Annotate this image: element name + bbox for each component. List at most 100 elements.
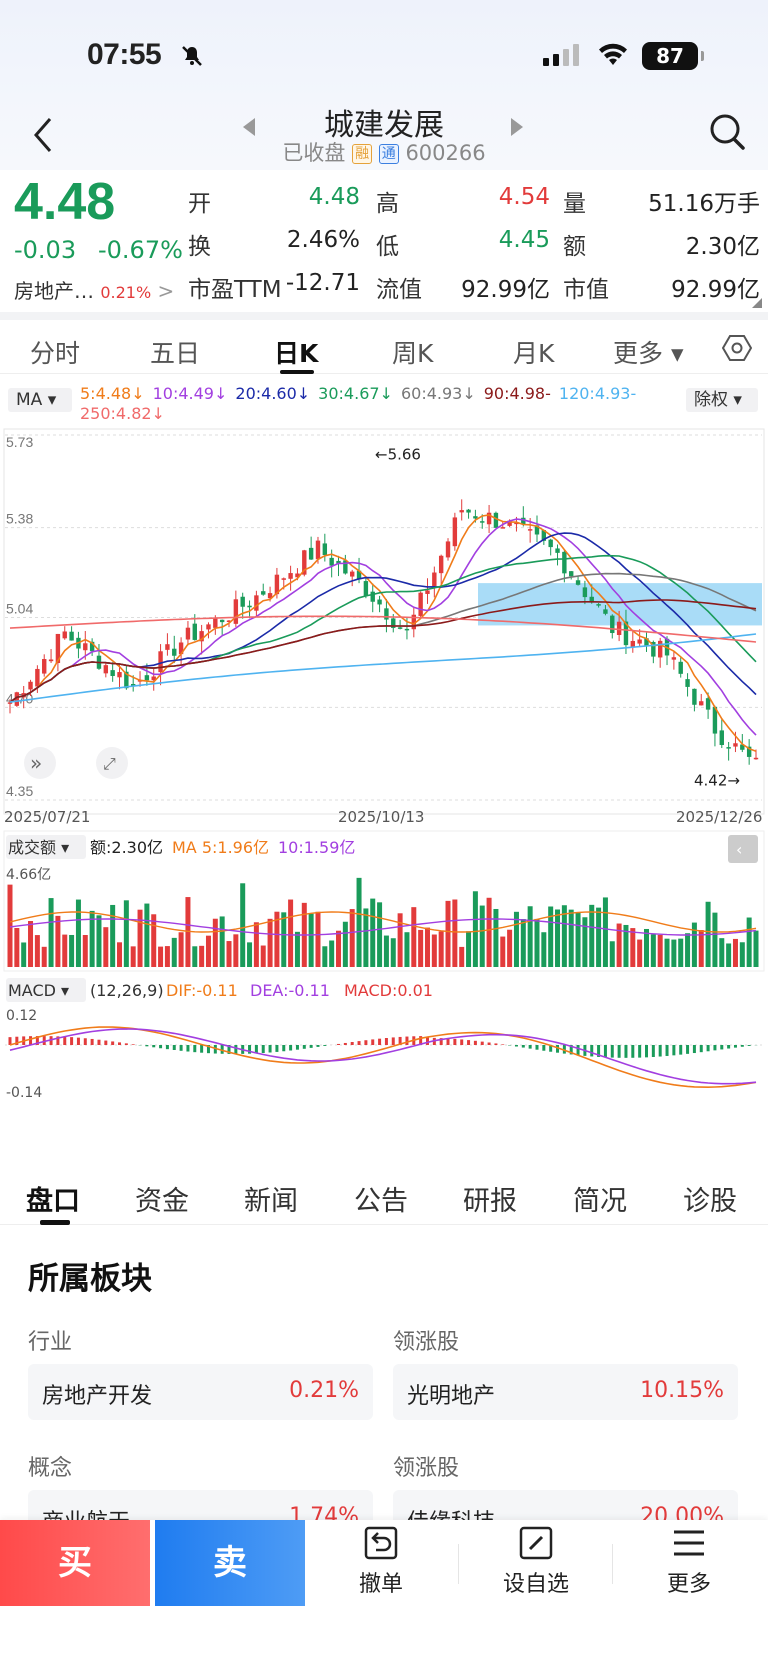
tab-more[interactable]: 更多 ▾ <box>613 339 684 368</box>
volume-bar <box>643 928 649 967</box>
expand-corner-icon[interactable] <box>752 298 762 308</box>
volume-bar <box>411 907 417 967</box>
volume-bar <box>171 937 177 967</box>
tab-research[interactable]: 研报 <box>463 1186 517 1217</box>
candle-body <box>425 590 430 594</box>
candle-body <box>562 551 567 574</box>
adjust-select[interactable]: 除权 ▾ <box>686 388 758 412</box>
volume-bar <box>151 914 157 967</box>
market-cap-label: 市值 <box>563 277 609 303</box>
candle-body <box>233 599 239 624</box>
volume-bar <box>616 923 622 967</box>
volume-bar <box>144 903 150 967</box>
float-cap-label: 流值 <box>376 277 422 303</box>
tab-profile[interactable]: 简况 <box>573 1186 627 1217</box>
candle-body <box>363 581 369 597</box>
tab-news[interactable]: 新闻 <box>244 1186 298 1217</box>
volume-bar <box>48 898 54 967</box>
settings-icon[interactable] <box>722 334 752 362</box>
volume-bar <box>678 938 684 967</box>
cancel-order-label: 撤单 <box>358 1572 403 1597</box>
industry-lead-name: 光明地产 <box>407 1384 496 1409</box>
volume-bar <box>691 922 697 967</box>
battery-indicator: 87 <box>642 42 704 70</box>
volume-bar <box>370 898 376 967</box>
prev-stock-arrow-icon[interactable] <box>243 118 255 136</box>
candle-body <box>110 670 115 677</box>
search-icon[interactable] <box>708 112 748 152</box>
volume-bar <box>609 941 615 967</box>
candle-body <box>178 642 184 655</box>
volume-bar <box>226 941 232 967</box>
volume-bar <box>240 883 246 967</box>
y-axis-label: 5.04 <box>6 601 33 617</box>
volume-bar <box>315 911 321 967</box>
volume-bar <box>137 909 143 967</box>
tab-monthly-k[interactable]: 月K <box>513 339 555 368</box>
amount-label: 额 <box>563 234 586 260</box>
volume-bar <box>507 929 513 967</box>
candle-body <box>124 671 129 689</box>
candle-body <box>445 541 451 558</box>
volume-bar <box>82 934 88 967</box>
sell-button[interactable]: 卖 <box>155 1520 305 1606</box>
candle-body <box>370 591 375 602</box>
candlestick-chart[interactable]: 5.735.385.044.704.35←5.664.42→» ⤢2025/07/… <box>0 425 768 1185</box>
candle-body <box>644 638 649 646</box>
tab-five-day[interactable]: 五日 <box>150 339 201 368</box>
buy-button[interactable]: 买 <box>0 1520 150 1606</box>
collapse-button <box>728 835 758 863</box>
volume-amount: 额:2.30亿 <box>90 838 163 857</box>
candle-body <box>144 675 150 681</box>
volume-bar <box>336 930 342 967</box>
candle-body <box>705 698 711 710</box>
industry-lead-card[interactable]: 光明地产 10.15% <box>393 1364 738 1420</box>
volume-bar <box>117 942 123 967</box>
more-button[interactable]: 更多 <box>634 1526 744 1598</box>
volume-bar <box>459 946 465 967</box>
volume-bar <box>486 897 492 967</box>
trade-action-bar: 买 卖 撤单 设自选 更多 <box>0 1520 768 1669</box>
candle-body <box>534 525 540 535</box>
info-tabs: 盘口 资金 新闻 公告 研报 简况 诊股 <box>0 1165 768 1225</box>
back-arrow-icon[interactable] <box>32 115 56 155</box>
tab-intraday[interactable]: 分时 <box>30 339 81 368</box>
tab-capital[interactable]: 资金 <box>135 1186 189 1217</box>
industry-card[interactable]: 房地产开发 0.21% <box>28 1364 373 1420</box>
volume-bar <box>288 899 294 967</box>
high-value: 4.54 <box>498 184 550 210</box>
volume-bar <box>185 897 191 967</box>
candle-body <box>527 529 533 531</box>
cancel-order-button[interactable]: 撤单 <box>326 1526 436 1598</box>
lead-stock-label: 领涨股 <box>393 1330 460 1355</box>
next-stock-arrow-icon[interactable] <box>511 118 523 136</box>
tab-weekly-k[interactable]: 周K <box>392 339 434 368</box>
volume-bar <box>732 938 738 967</box>
candle-body <box>62 631 67 639</box>
candle-body <box>172 648 177 656</box>
sector-link[interactable]: 房地产… 0.21% > <box>14 279 175 303</box>
candle-body <box>206 624 211 630</box>
divider <box>612 1544 613 1584</box>
tab-announcements[interactable]: 公告 <box>354 1186 408 1217</box>
max-price-label: ←5.66 <box>375 446 421 464</box>
double-chevron-icon: » <box>30 751 42 775</box>
volume-bar <box>233 934 239 967</box>
more-label: 更多 <box>666 1572 711 1597</box>
macd-dif: DIF:-0.11 <box>166 981 238 1000</box>
tab-daily-k[interactable]: 日K <box>274 339 319 368</box>
candle-body <box>637 639 642 644</box>
candle-body <box>199 631 204 642</box>
candle-body <box>685 679 690 687</box>
open-label: 开 <box>188 191 211 217</box>
tab-order-book[interactable]: 盘口 <box>26 1186 80 1217</box>
candle-body <box>336 560 341 564</box>
ma-values: 5:4.48↓ 10:4.49↓ 20:4.60↓ 30:4.67↓ 60:4.93↓ 9… <box>80 384 670 424</box>
add-watchlist-button[interactable]: 设自选 <box>481 1526 591 1598</box>
volume-bar <box>424 927 430 967</box>
ma-value-0: 5:4.48↓ <box>80 384 145 403</box>
volume-ma5: MA 5:1.96亿 <box>172 838 269 857</box>
candle-body <box>226 620 232 623</box>
ma-indicator-select[interactable]: MA ▾ <box>8 388 72 412</box>
tab-diagnosis[interactable]: 诊股 <box>683 1186 737 1217</box>
